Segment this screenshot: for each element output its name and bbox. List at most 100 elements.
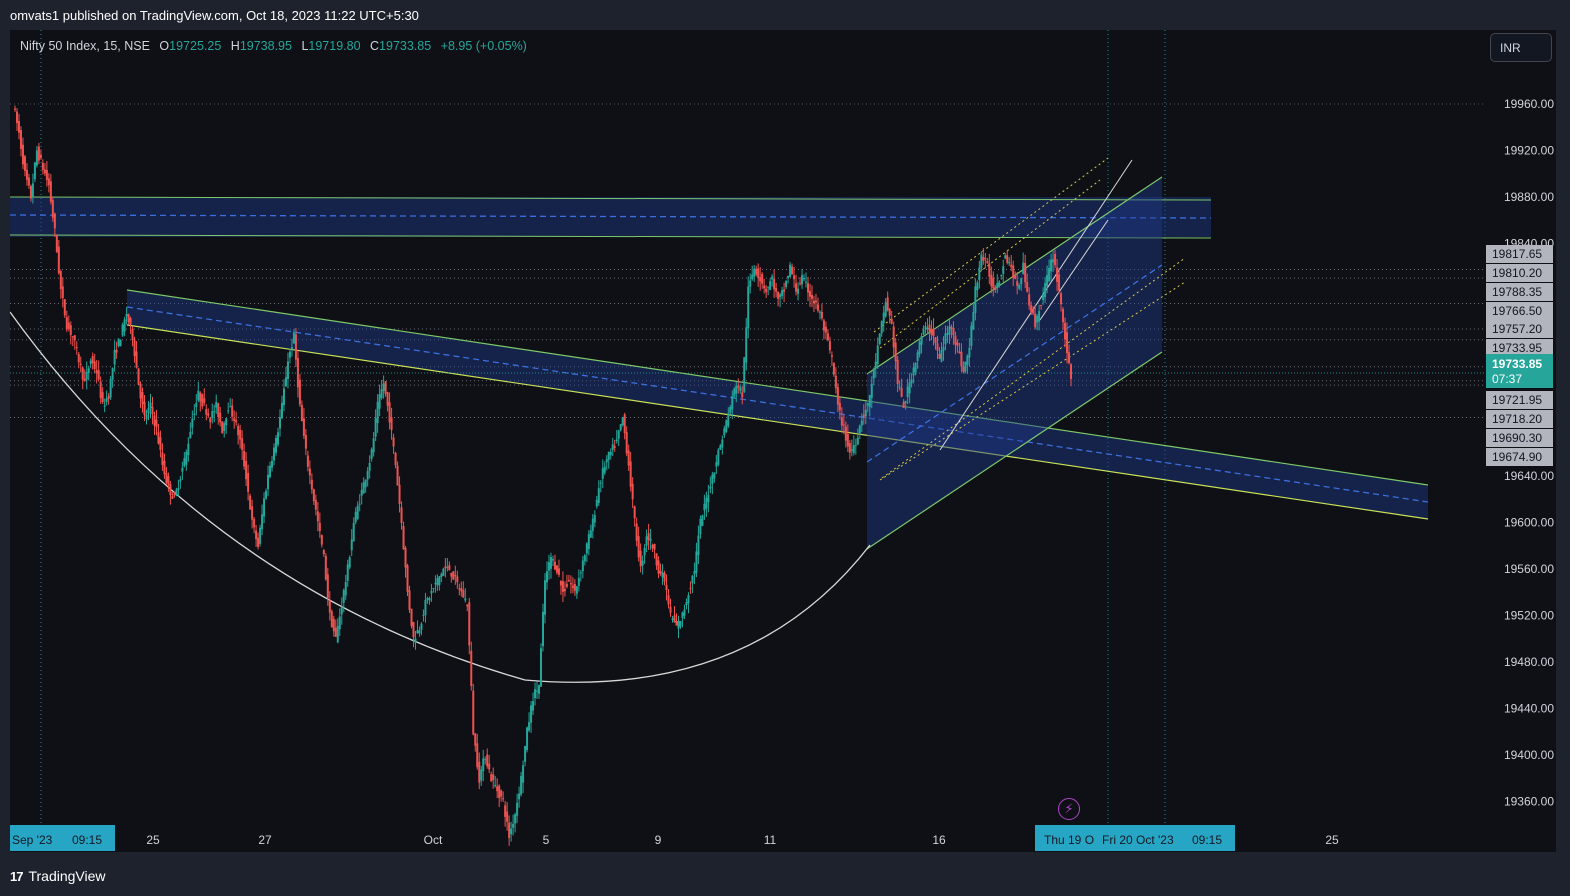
candle-body (717, 450, 720, 465)
candle-body (269, 465, 272, 478)
candle-body (424, 599, 427, 616)
resistance-band-bottom (10, 234, 1212, 239)
candle-body (964, 361, 967, 372)
price-chart[interactable]: 19960.0019920.0019880.0019840.0019640.00… (10, 30, 1556, 852)
y-tick-label: 19440.00 (1504, 702, 1554, 716)
candle-body (446, 566, 449, 568)
candle-body (671, 618, 674, 620)
candle-body (725, 420, 728, 432)
candle-body (486, 754, 489, 767)
current-price-value: 19733.85 (1492, 357, 1542, 371)
candle-body (265, 490, 268, 499)
candle-body (789, 264, 792, 277)
price-label-bg (1486, 448, 1553, 466)
candle-body (322, 550, 325, 555)
price-label-bg (1486, 264, 1553, 282)
candle-body (651, 544, 654, 549)
candle-body (127, 314, 130, 322)
candle-body (731, 396, 734, 410)
candle-body (952, 328, 955, 336)
candle-body (17, 121, 20, 133)
candle-body (593, 515, 596, 523)
candle-body (69, 325, 72, 336)
candle-body (673, 615, 676, 623)
candle-body (687, 595, 690, 604)
candle-body (681, 612, 684, 619)
candle-body (490, 774, 493, 782)
currency-button[interactable]: INR (1490, 33, 1552, 62)
candle-body (233, 418, 236, 421)
candle-body (1004, 255, 1007, 259)
price-label: 19817.65 (1492, 247, 1542, 261)
price-label-bg (1486, 245, 1553, 263)
candle-body (834, 375, 837, 389)
candle-body (657, 560, 660, 574)
candle-body (454, 574, 457, 577)
candle-body (422, 614, 425, 616)
candle-body (41, 163, 44, 170)
candle-body (922, 329, 925, 335)
candle-body (536, 690, 539, 692)
candle-body (63, 299, 66, 316)
candle-body (410, 608, 413, 627)
tradingview-brand[interactable]: 17 TradingView (10, 868, 106, 884)
candle-body (1018, 284, 1021, 289)
candle-body (296, 358, 299, 388)
candle-body (621, 416, 624, 426)
candle-body (685, 602, 688, 606)
price-label: 19718.20 (1492, 412, 1542, 426)
candle-body (131, 328, 134, 341)
candle-body (1030, 305, 1033, 312)
candle-body (912, 367, 915, 376)
candle-body (1026, 281, 1029, 292)
candle-body (516, 802, 519, 816)
x-tick-label: 27 (258, 833, 272, 847)
candle-body (111, 368, 114, 380)
alert-icon[interactable]: ⚡ (1058, 798, 1080, 820)
candle-body (633, 506, 636, 519)
candle-body (368, 462, 371, 471)
candle-body (77, 354, 80, 363)
candle-body (795, 283, 798, 292)
fib-line-0 (873, 157, 1109, 333)
candle-body (575, 586, 578, 594)
candle-body (81, 367, 84, 380)
candle-body (277, 432, 280, 445)
candle-body (494, 784, 497, 787)
y-tick-label: 19600.00 (1504, 516, 1554, 530)
candle-body (555, 565, 558, 573)
candle-body (161, 452, 164, 465)
candle-body (830, 355, 833, 357)
candle-body (697, 535, 700, 556)
candle-body (729, 406, 732, 413)
candle-body (615, 439, 618, 442)
candle-body (358, 503, 361, 505)
candle-body (924, 326, 927, 330)
candle-body (898, 386, 901, 388)
candle-body (67, 322, 70, 329)
x-highlight-bg-left (10, 825, 115, 851)
rising-channel-mid (866, 264, 1163, 463)
candle-body (261, 514, 264, 530)
candle-body (384, 381, 387, 394)
price-label: 19788.35 (1492, 285, 1542, 299)
chart-area[interactable]: 19960.00 19920.00 19880.00 19840.00 19640.00… (10, 30, 1556, 852)
candle-body (966, 355, 969, 365)
x-tick-label: 25 (146, 833, 160, 847)
candle-body (530, 705, 533, 723)
candle-body (601, 468, 604, 479)
candle-body (83, 378, 86, 382)
candle-body (948, 326, 951, 335)
candle-body (888, 309, 891, 316)
candle-body (466, 604, 469, 607)
candle-body (569, 583, 572, 585)
candle-body (597, 488, 600, 503)
candle-body (326, 574, 329, 598)
candle-body (436, 578, 439, 586)
candle-body (332, 618, 335, 632)
candle-body (259, 527, 262, 544)
candle-body (19, 130, 22, 150)
candle-body (213, 411, 216, 413)
low-label: L (301, 39, 309, 53)
rising-channel (867, 177, 1162, 549)
